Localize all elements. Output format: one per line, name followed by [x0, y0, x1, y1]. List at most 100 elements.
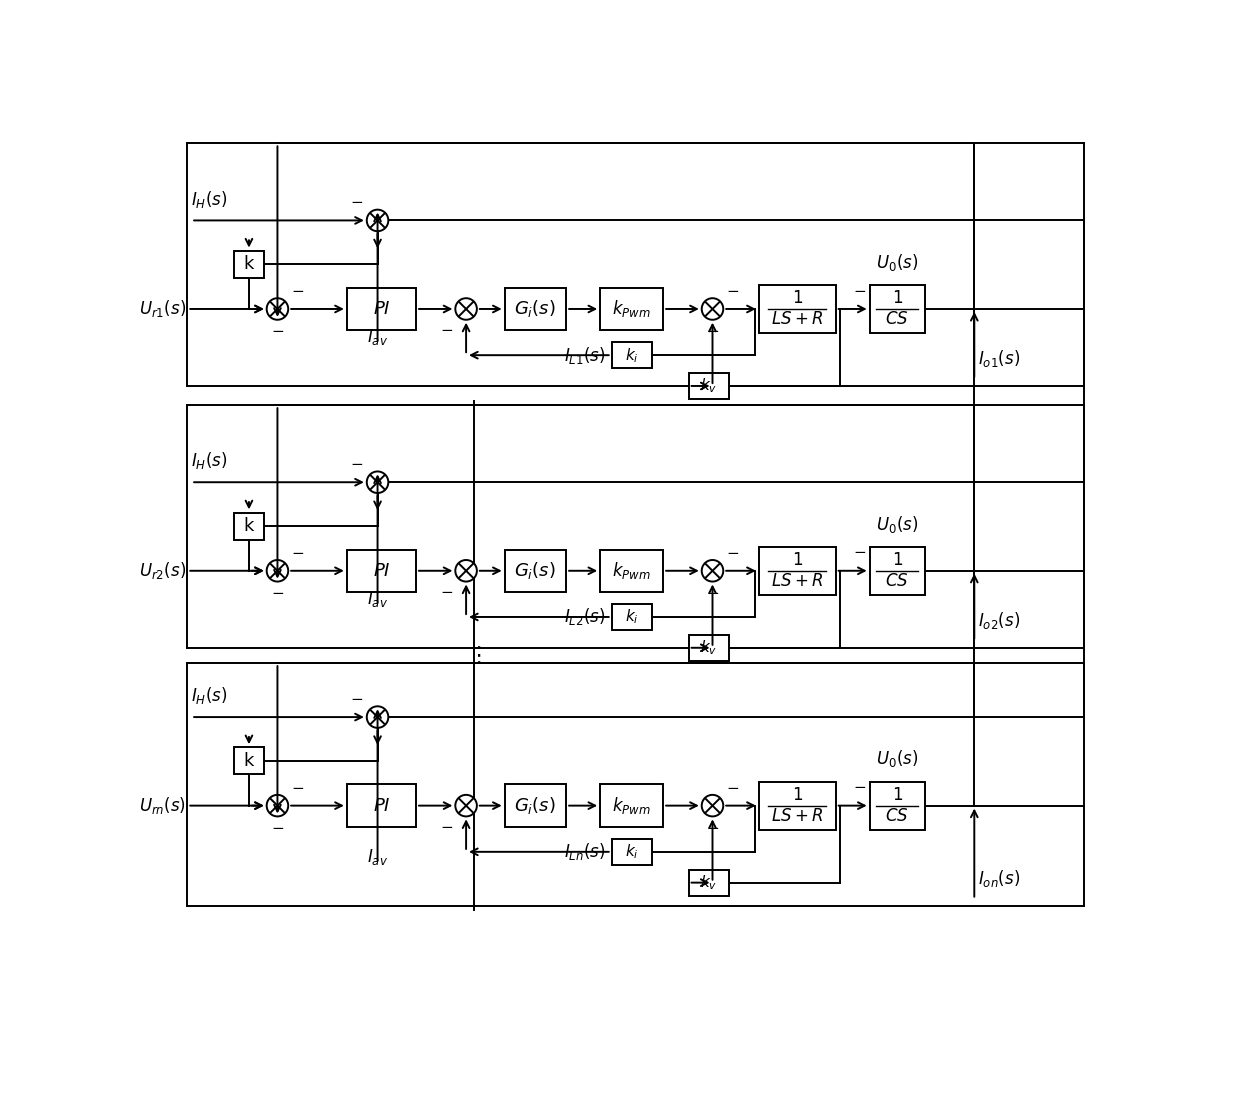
Circle shape [367, 471, 388, 493]
Text: k: k [244, 518, 254, 535]
Text: $-$: $-$ [725, 779, 739, 795]
Text: $-$: $-$ [725, 282, 739, 298]
Text: $-$: $-$ [706, 584, 719, 599]
Text: k: k [244, 255, 254, 274]
Bar [611, 342, 652, 368]
Circle shape [455, 560, 477, 581]
Text: $-$: $-$ [853, 778, 867, 793]
Text: $U_0(s)$: $U_0(s)$ [877, 513, 919, 534]
Text: $k_v$: $k_v$ [701, 874, 717, 892]
Text: $G_i(s)$: $G_i(s)$ [515, 560, 557, 581]
Bar [505, 550, 567, 592]
Text: $-$: $-$ [853, 544, 867, 558]
Bar [600, 550, 663, 592]
Text: k: k [244, 752, 254, 770]
Text: $I_{H}(s)$: $I_{H}(s)$ [191, 189, 228, 210]
Text: $-$: $-$ [440, 584, 453, 598]
Text: $I_{L1}(s)$: $I_{L1}(s)$ [564, 345, 605, 366]
Text: $CS$: $CS$ [885, 573, 909, 590]
Bar [759, 781, 836, 830]
Text: $-$: $-$ [350, 455, 363, 470]
Circle shape [267, 298, 288, 320]
Text: $I_{on}(s)$: $I_{on}(s)$ [978, 868, 1021, 889]
Text: $I_{av}$: $I_{av}$ [367, 328, 388, 347]
Text: $U_0(s)$: $U_0(s)$ [877, 252, 919, 273]
Text: $I_{o1}(s)$: $I_{o1}(s)$ [978, 348, 1021, 369]
Text: $LS+R$: $LS+R$ [771, 573, 823, 590]
Text: $I_{o2}(s)$: $I_{o2}(s)$ [978, 610, 1021, 631]
Text: $U_{r2}(s)$: $U_{r2}(s)$ [139, 560, 186, 581]
Bar [234, 512, 264, 540]
Text: $LS+R$: $LS+R$ [771, 807, 823, 825]
Circle shape [455, 298, 477, 320]
Text: 1: 1 [892, 552, 903, 569]
Bar [600, 785, 663, 826]
Text: $-$: $-$ [270, 322, 284, 337]
Text: $k_i$: $k_i$ [625, 346, 639, 365]
Bar [688, 869, 729, 896]
Circle shape [267, 560, 288, 581]
Bar [234, 251, 264, 278]
Bar [611, 839, 652, 865]
Text: $k_v$: $k_v$ [701, 639, 717, 657]
Text: $-$: $-$ [270, 584, 284, 599]
Text: $G_i(s)$: $G_i(s)$ [515, 796, 557, 817]
Text: $PI$: $PI$ [372, 300, 391, 318]
Text: $k_i$: $k_i$ [625, 843, 639, 862]
Text: $-$: $-$ [290, 779, 304, 795]
Text: $-$: $-$ [290, 544, 304, 559]
Text: $-$: $-$ [270, 819, 284, 834]
Text: $I_{H}(s)$: $I_{H}(s)$ [191, 451, 228, 471]
Bar [505, 785, 567, 826]
Text: $k_v$: $k_v$ [701, 377, 717, 396]
Text: $-$: $-$ [440, 818, 453, 833]
Text: $k_{Pwm}$: $k_{Pwm}$ [613, 560, 651, 581]
Bar [759, 547, 836, 595]
Text: $k_{Pwm}$: $k_{Pwm}$ [613, 796, 651, 817]
Text: $-$: $-$ [440, 321, 453, 336]
Text: 1: 1 [792, 786, 802, 804]
Text: $LS+R$: $LS+R$ [771, 311, 823, 329]
Text: $U_{r1}(s)$: $U_{r1}(s)$ [139, 299, 186, 320]
Bar [869, 781, 925, 830]
Bar [347, 785, 417, 826]
Text: $-$: $-$ [290, 282, 304, 298]
Bar [688, 635, 729, 660]
Text: $-$: $-$ [706, 819, 719, 834]
Text: $-$: $-$ [725, 544, 739, 559]
Text: $-$: $-$ [706, 322, 719, 337]
Text: $I_{av}$: $I_{av}$ [367, 847, 388, 867]
Text: $U_{rn}(s)$: $U_{rn}(s)$ [139, 796, 186, 817]
Text: $I_{L2}(s)$: $I_{L2}(s)$ [564, 607, 605, 628]
Text: 1: 1 [892, 289, 903, 308]
Bar [347, 288, 417, 330]
Circle shape [702, 298, 723, 320]
Bar [688, 373, 729, 399]
Text: 1: 1 [892, 786, 903, 804]
Text: $\vdots$: $\vdots$ [466, 644, 481, 666]
Bar [600, 288, 663, 330]
Text: $k_i$: $k_i$ [625, 608, 639, 626]
Circle shape [367, 707, 388, 728]
Bar [234, 747, 264, 775]
Bar [505, 288, 567, 330]
Text: $PI$: $PI$ [372, 797, 391, 814]
Text: $PI$: $PI$ [372, 562, 391, 580]
Bar [611, 603, 652, 630]
Text: $I_{Ln}(s)$: $I_{Ln}(s)$ [564, 842, 605, 863]
Text: $CS$: $CS$ [885, 311, 909, 329]
Circle shape [702, 795, 723, 817]
Circle shape [267, 795, 288, 817]
Bar [869, 547, 925, 595]
Text: $-$: $-$ [350, 690, 363, 704]
Circle shape [702, 560, 723, 581]
Bar [347, 550, 417, 592]
Text: $CS$: $CS$ [885, 807, 909, 825]
Text: $U_0(s)$: $U_0(s)$ [877, 748, 919, 769]
Text: $-$: $-$ [853, 281, 867, 297]
Text: 1: 1 [792, 289, 802, 308]
Text: $G_i(s)$: $G_i(s)$ [515, 299, 557, 320]
Circle shape [367, 210, 388, 231]
Text: $k_{Pwm}$: $k_{Pwm}$ [613, 299, 651, 320]
Text: 1: 1 [792, 552, 802, 569]
